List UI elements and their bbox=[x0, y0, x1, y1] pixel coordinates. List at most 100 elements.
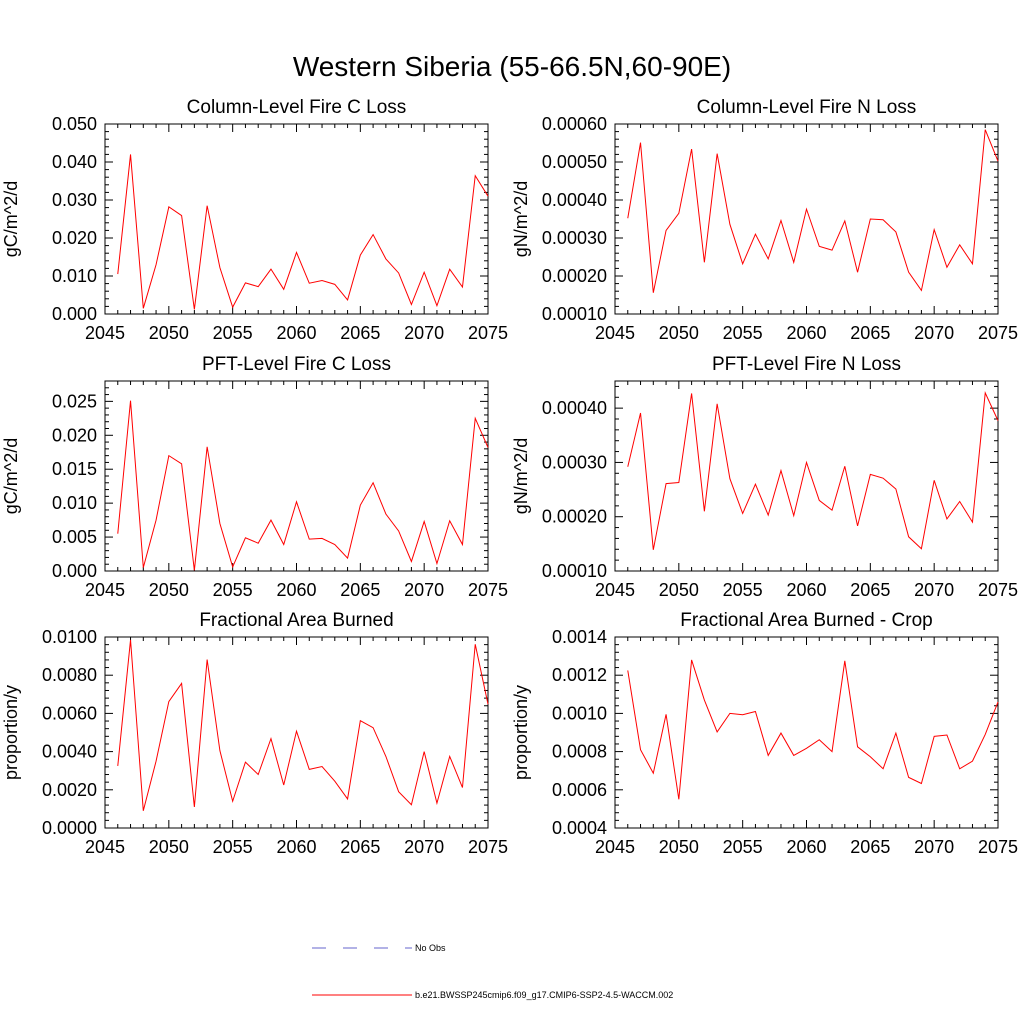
series-line bbox=[627, 659, 999, 800]
x-tick-label: 2045 bbox=[595, 837, 635, 857]
legend-label-model-run: b.e21.BWSSP245cmip6.f09_g17.CMIP6-SSP2-4… bbox=[415, 990, 673, 1000]
x-axis: 2045 2050 2055 2060 2065 2070 2075 bbox=[85, 637, 508, 857]
y-axis: 0.0000 0.0020 0.0040 0.0060 0.0080 0.0100 bbox=[42, 627, 488, 838]
panel-pft-level-fire-n-loss: PFT-Level Fire N Loss 2045 2050 2055 2060 206… bbox=[511, 354, 1018, 600]
y-axis-label: proportion/y bbox=[511, 685, 531, 780]
legend-label-no-obs: No Obs bbox=[415, 943, 446, 953]
legend-item-no-obs: No Obs bbox=[312, 943, 446, 953]
x-tick-label: 2065 bbox=[850, 837, 890, 857]
y-axis-label: gC/m^2/d bbox=[1, 438, 21, 514]
y-tick-label: 0.000 bbox=[52, 304, 97, 324]
y-axis: 0.0004 0.0006 0.0008 0.0010 0.0012 0.0014 bbox=[552, 627, 998, 838]
y-tick-label: 0.00020 bbox=[542, 266, 607, 286]
y-tick-label: 0.0004 bbox=[552, 818, 607, 838]
y-tick-label: 0.0006 bbox=[552, 780, 607, 800]
y-tick-label: 0.0000 bbox=[42, 818, 97, 838]
y-tick-label: 0.0010 bbox=[552, 703, 607, 723]
x-axis: 2045 2050 2055 2060 2065 2070 2075 bbox=[595, 124, 1018, 343]
x-tick-label: 2050 bbox=[659, 580, 699, 600]
x-tick-label: 2060 bbox=[786, 837, 826, 857]
x-tick-label: 2060 bbox=[276, 837, 316, 857]
x-tick-label: 2055 bbox=[723, 580, 763, 600]
panel-column-level-fire-n-loss: Column-Level Fire N Loss 2045 2050 2055 2060… bbox=[511, 97, 1018, 343]
x-tick-label: 2070 bbox=[404, 323, 444, 343]
y-tick-label: 0.00040 bbox=[542, 190, 607, 210]
y-tick-label: 0.00010 bbox=[542, 561, 607, 581]
series-line bbox=[117, 400, 489, 571]
y-tick-label: 0.00040 bbox=[542, 398, 607, 418]
y-tick-label: 0.005 bbox=[52, 527, 97, 547]
y-axis-label: proportion/y bbox=[1, 685, 21, 780]
panel-title: Column-Level Fire C Loss bbox=[187, 97, 407, 118]
x-tick-label: 2050 bbox=[149, 837, 189, 857]
panel-title: Column-Level Fire N Loss bbox=[697, 97, 917, 118]
y-axis: 0.00010 0.00020 0.00030 0.00040 0.00050 0.000… bbox=[542, 114, 998, 324]
y-tick-label: 0.0014 bbox=[552, 627, 607, 647]
y-tick-label: 0.010 bbox=[52, 493, 97, 513]
x-tick-label: 2055 bbox=[213, 580, 253, 600]
y-tick-label: 0.025 bbox=[52, 391, 97, 411]
y-tick-label: 0.0100 bbox=[42, 627, 97, 647]
panels: Column-Level Fire C Loss 2045 2050 2055 2060… bbox=[1, 97, 1018, 857]
y-tick-label: 0.00050 bbox=[542, 152, 607, 172]
panel-column-level-fire-c-loss: Column-Level Fire C Loss 2045 2050 2055 2060… bbox=[1, 97, 508, 343]
panel-fractional-area-burned-crop: Fractional Area Burned - Crop 2045 2050 205… bbox=[511, 610, 1018, 857]
y-tick-label: 0.0008 bbox=[552, 742, 607, 762]
x-tick-label: 2050 bbox=[659, 837, 699, 857]
y-tick-label: 0.00030 bbox=[542, 228, 607, 248]
x-tick-label: 2045 bbox=[85, 580, 125, 600]
x-tick-label: 2070 bbox=[404, 837, 444, 857]
x-tick-label: 2065 bbox=[340, 837, 380, 857]
x-tick-label: 2045 bbox=[85, 323, 125, 343]
x-tick-label: 2075 bbox=[978, 580, 1018, 600]
x-tick-label: 2055 bbox=[723, 837, 763, 857]
series-line bbox=[117, 639, 489, 811]
series-line bbox=[117, 154, 489, 310]
x-tick-label: 2075 bbox=[468, 837, 508, 857]
x-tick-label: 2055 bbox=[213, 837, 253, 857]
x-tick-label: 2055 bbox=[723, 323, 763, 343]
x-axis: 2045 2050 2055 2060 2065 2070 2075 bbox=[85, 124, 508, 343]
y-tick-label: 0.040 bbox=[52, 152, 97, 172]
y-axis-label: gC/m^2/d bbox=[1, 181, 21, 257]
panel-title: PFT-Level Fire N Loss bbox=[712, 354, 901, 375]
series-line bbox=[627, 129, 999, 293]
y-axis-label: gN/m^2/d bbox=[511, 181, 531, 257]
x-tick-label: 2060 bbox=[276, 323, 316, 343]
figure-title: Western Siberia (55-66.5N,60-90E) bbox=[293, 51, 731, 82]
y-tick-label: 0.015 bbox=[52, 459, 97, 479]
x-tick-label: 2065 bbox=[850, 580, 890, 600]
x-tick-label: 2070 bbox=[404, 580, 444, 600]
panel-title: PFT-Level Fire C Loss bbox=[202, 354, 391, 375]
panel-pft-level-fire-c-loss: PFT-Level Fire C Loss 2045 2050 2055 2060 206… bbox=[1, 354, 508, 600]
x-tick-label: 2070 bbox=[914, 837, 954, 857]
x-tick-label: 2075 bbox=[978, 323, 1018, 343]
x-tick-label: 2065 bbox=[850, 323, 890, 343]
y-tick-label: 0.00010 bbox=[542, 304, 607, 324]
x-tick-label: 2050 bbox=[659, 323, 699, 343]
x-tick-label: 2050 bbox=[149, 580, 189, 600]
legend: No Obs b.e21.BWSSP245cmip6.f09_g17.CMIP6… bbox=[312, 943, 673, 1000]
y-tick-label: 0.0020 bbox=[42, 780, 97, 800]
y-axis: 0.000 0.010 0.020 0.030 0.040 0.050 bbox=[52, 114, 488, 324]
x-tick-label: 2065 bbox=[340, 580, 380, 600]
series-line bbox=[627, 391, 999, 550]
y-tick-label: 0.0060 bbox=[42, 703, 97, 723]
x-tick-label: 2055 bbox=[213, 323, 253, 343]
x-tick-label: 2045 bbox=[595, 580, 635, 600]
y-tick-label: 0.050 bbox=[52, 114, 97, 134]
x-tick-label: 2075 bbox=[978, 837, 1018, 857]
x-tick-label: 2075 bbox=[468, 580, 508, 600]
x-tick-label: 2070 bbox=[914, 323, 954, 343]
x-tick-label: 2045 bbox=[595, 323, 635, 343]
x-tick-label: 2065 bbox=[340, 323, 380, 343]
y-tick-label: 0.020 bbox=[52, 228, 97, 248]
y-tick-label: 0.0012 bbox=[552, 665, 607, 685]
y-tick-label: 0.010 bbox=[52, 266, 97, 286]
x-tick-label: 2070 bbox=[914, 580, 954, 600]
y-tick-label: 0.020 bbox=[52, 425, 97, 445]
x-tick-label: 2045 bbox=[85, 837, 125, 857]
